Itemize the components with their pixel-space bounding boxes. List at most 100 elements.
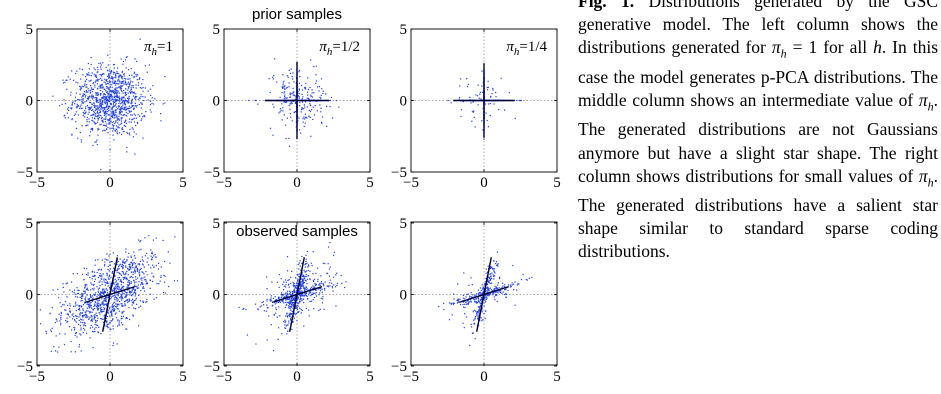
scatter-point xyxy=(116,114,118,116)
scatter-point xyxy=(125,92,127,94)
y-tick-label: 5 xyxy=(213,216,221,232)
scatter-point xyxy=(108,87,110,89)
scatter-point xyxy=(109,69,111,71)
scatter-point xyxy=(101,310,104,313)
scatter-point xyxy=(130,271,132,273)
scatter-point xyxy=(462,303,464,306)
scatter-point xyxy=(481,288,484,290)
scatter-point xyxy=(307,266,309,268)
scatter-point xyxy=(481,296,483,299)
scatter-point xyxy=(294,314,296,316)
scatter-point xyxy=(92,309,94,311)
scatter-point xyxy=(128,300,130,302)
scatter-point xyxy=(287,270,289,272)
scatter-point xyxy=(469,99,471,101)
scatter-point xyxy=(458,298,460,300)
scatter-point xyxy=(510,285,512,288)
scatter-point xyxy=(100,268,103,271)
scatter-point xyxy=(295,305,297,307)
scatter-point xyxy=(297,280,299,282)
scatter-point xyxy=(469,344,471,347)
scatter-point xyxy=(299,296,302,298)
scatter-point xyxy=(134,266,136,268)
scatter-point xyxy=(60,318,62,320)
scatter-point xyxy=(95,79,97,81)
scatter-point xyxy=(113,124,115,126)
scatter-point xyxy=(112,110,114,112)
scatter-point xyxy=(94,319,97,321)
scatter-point xyxy=(519,99,522,102)
scatter-point xyxy=(120,288,122,290)
scatter-point xyxy=(117,320,119,322)
scatter-point xyxy=(100,103,103,105)
scatter-point xyxy=(300,269,302,271)
scatter-point xyxy=(308,115,310,117)
scatter-point xyxy=(115,296,117,299)
scatter-point xyxy=(75,92,78,94)
scatter-point xyxy=(128,269,130,271)
scatter-point xyxy=(75,331,78,334)
scatter-point xyxy=(114,287,117,289)
scatter-point xyxy=(117,79,119,81)
scatter-point xyxy=(109,100,111,103)
scatter-point xyxy=(71,104,73,106)
scatter-point xyxy=(100,77,102,80)
scatter-point xyxy=(120,75,122,77)
scatter-point xyxy=(132,95,135,97)
scatter-point xyxy=(102,110,104,112)
scatter-point xyxy=(122,108,124,110)
scatter-point xyxy=(299,105,301,107)
scatter-point xyxy=(114,285,116,287)
scatter-point xyxy=(304,271,307,273)
scatter-point xyxy=(146,282,149,285)
scatter-point xyxy=(314,292,316,295)
scatter-point xyxy=(107,111,109,113)
scatter-point xyxy=(111,320,113,322)
scatter-point xyxy=(296,308,299,310)
scatter-point xyxy=(134,105,136,107)
scatter-point xyxy=(483,288,485,290)
scatter-point xyxy=(135,93,137,95)
scatter-point xyxy=(76,287,78,289)
scatter-point xyxy=(142,301,144,303)
scatter-point xyxy=(114,98,117,100)
scatter-point xyxy=(486,86,488,89)
scatter-point xyxy=(304,118,306,120)
scatter-point xyxy=(126,328,128,330)
scatter-point xyxy=(114,313,116,315)
scatter-point xyxy=(112,102,115,104)
scatter-point xyxy=(57,351,59,353)
scatter-point xyxy=(151,272,153,274)
scatter-point xyxy=(136,270,138,272)
scatter-point xyxy=(295,305,297,308)
scatter-point xyxy=(493,292,495,294)
scatter-point xyxy=(288,305,290,307)
scatter-point xyxy=(467,293,469,295)
scatter-point xyxy=(107,95,109,97)
scatter-point xyxy=(294,111,297,113)
scatter-point xyxy=(105,299,107,301)
scatter-point xyxy=(477,316,479,318)
scatter-point xyxy=(51,307,53,309)
scatter-point xyxy=(98,326,100,328)
scatter-point xyxy=(315,65,317,67)
scatter-point xyxy=(297,283,299,285)
scatter-point xyxy=(126,300,128,302)
scatter-point xyxy=(284,94,286,96)
scatter-point xyxy=(306,288,308,290)
scatter-point xyxy=(101,75,103,77)
scatter-point xyxy=(141,282,143,284)
scatter-point xyxy=(466,316,468,318)
scatter-point xyxy=(97,134,99,136)
scatter-point xyxy=(481,307,483,309)
scatter-point xyxy=(291,304,293,306)
scatter-point xyxy=(71,70,73,72)
scatter-point xyxy=(86,332,88,334)
scatter-point xyxy=(92,109,94,111)
x-tick-label: −5 xyxy=(403,369,419,385)
scatter-point xyxy=(130,291,133,293)
scatter-point xyxy=(315,289,317,291)
scatter-point xyxy=(95,75,97,77)
scatter-point xyxy=(496,300,498,302)
scatter-point xyxy=(453,302,455,304)
